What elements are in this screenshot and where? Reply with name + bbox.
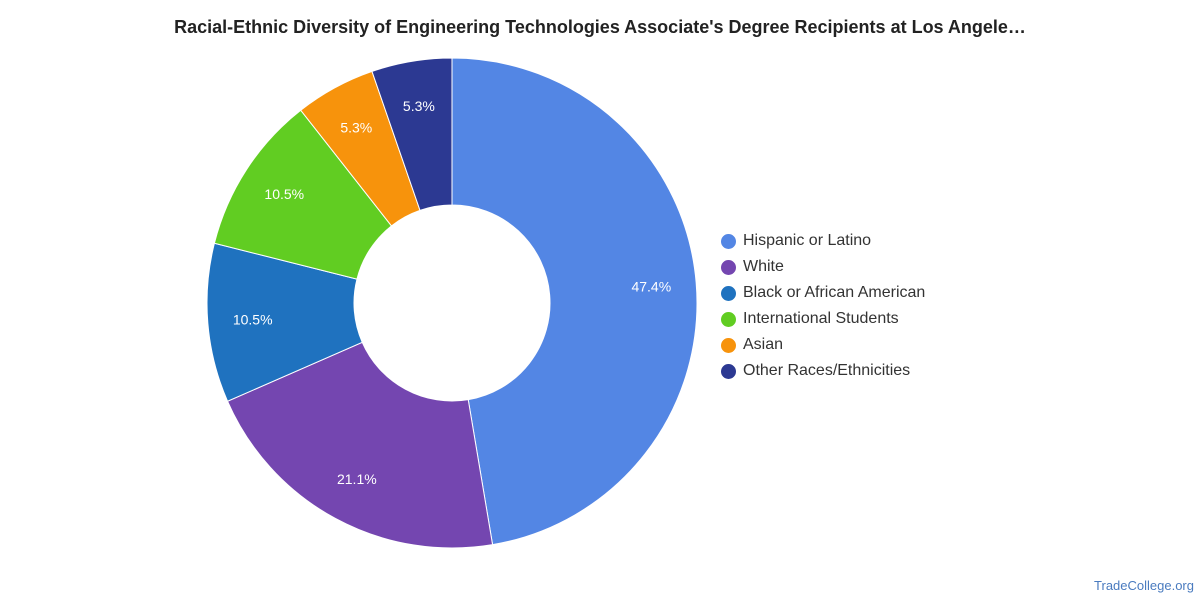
slice-data-label: 10.5%	[264, 186, 304, 202]
legend-label: Black or African American	[743, 284, 926, 301]
legend-item[interactable]: Black or African American	[721, 280, 925, 306]
donut-slice[interactable]	[226, 341, 494, 549]
slice-data-label: 21.1%	[337, 471, 377, 487]
chart-legend: Hispanic or Latino White Black or African …	[721, 228, 925, 384]
legend-swatch	[721, 233, 736, 249]
legend-item[interactable]: Asian	[721, 332, 925, 358]
slice-data-label: 10.5%	[233, 312, 273, 328]
legend-item[interactable]: International Students	[721, 306, 925, 332]
legend-item[interactable]: Other Races/Ethnicities	[721, 358, 925, 384]
slice-data-label: 5.3%	[403, 98, 435, 114]
legend-item[interactable]: Hispanic or Latino	[721, 228, 925, 254]
slice-data-label: 5.3%	[340, 119, 372, 135]
donut-slice[interactable]	[213, 109, 393, 280]
legend-label: Asian	[743, 336, 784, 353]
slice-data-label: 47.4%	[631, 278, 671, 294]
legend-swatch	[721, 259, 736, 275]
legend-label: International Students	[743, 310, 899, 327]
legend-label: White	[743, 258, 784, 275]
donut-slice[interactable]	[371, 57, 453, 212]
donut-slice[interactable]	[206, 242, 363, 402]
legend-swatch	[721, 311, 736, 327]
legend-label: Other Races/Ethnicities	[743, 362, 911, 379]
donut-slice[interactable]	[451, 57, 698, 546]
source-label[interactable]: TradeCollege.org	[1094, 578, 1194, 593]
legend-swatch	[721, 363, 736, 379]
legend-swatch	[721, 285, 736, 301]
legend-label: Hispanic or Latino	[743, 232, 872, 249]
legend-swatch	[721, 337, 736, 353]
legend-item[interactable]: White	[721, 254, 925, 280]
chart-title: Racial-Ethnic Diversity of Engineering T…	[174, 17, 1026, 37]
